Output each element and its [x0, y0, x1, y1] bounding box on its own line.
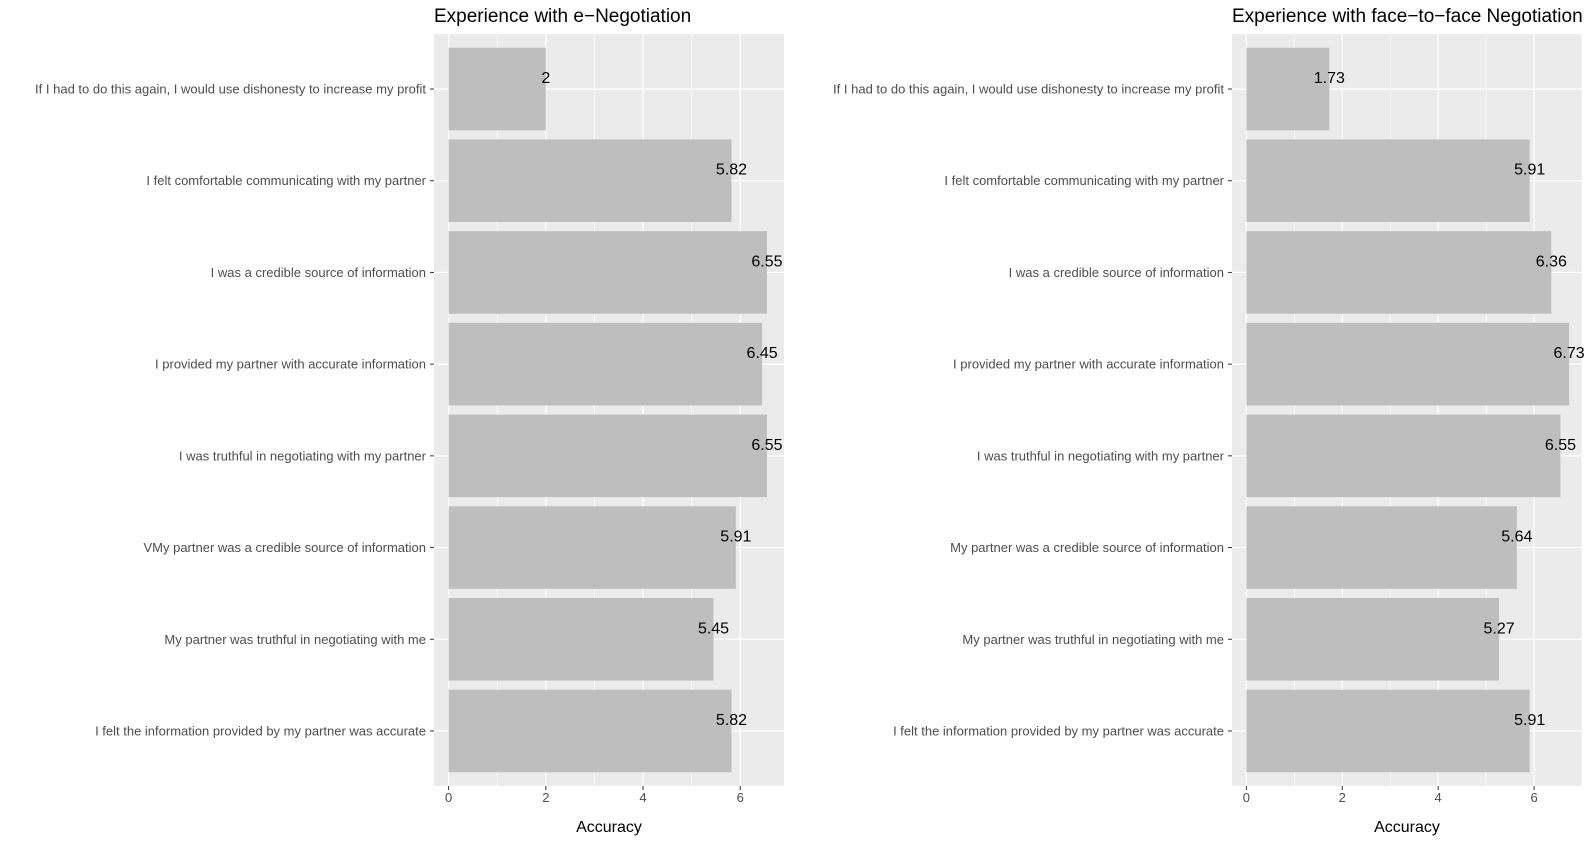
category-label: I felt comfortable communicating with my… [146, 173, 426, 188]
category-label: I was truthful in negotiating with my pa… [977, 448, 1225, 463]
data-label: 6.36 [1536, 253, 1567, 270]
bar [1246, 598, 1500, 681]
category-label: I was truthful in negotiating with my pa… [179, 448, 427, 463]
x-tick-label: 6 [737, 790, 744, 805]
category-label: I was a credible source of information [211, 265, 426, 280]
category-label: I provided my partner with accurate info… [155, 357, 426, 372]
chart-e-negotiation: Experience with e−Negotiation 2 5.82 6.55 6… [35, 6, 784, 836]
data-label: 5.82 [716, 712, 747, 729]
data-label: 6.45 [747, 345, 778, 362]
data-label: 5.91 [1514, 712, 1545, 729]
bar [1246, 322, 1570, 406]
data-label: 1.73 [1314, 70, 1345, 87]
category-label: My partner was truthful in negotiating w… [164, 632, 426, 647]
bar [448, 322, 763, 406]
x-tick-label: 4 [639, 790, 646, 805]
chart-title: Experience with face−to−face Negotiation [1232, 6, 1583, 27]
x-axis-label: Accuracy [576, 819, 642, 836]
bar [448, 598, 714, 681]
category-label: I felt comfortable communicating with my… [944, 173, 1224, 188]
category-label: I was a credible source of information [1009, 265, 1224, 280]
bar [1246, 139, 1530, 222]
category-label: My partner was truthful in negotiating w… [962, 632, 1224, 647]
bar [448, 506, 736, 589]
chart-title: Experience with e−Negotiation [434, 6, 691, 27]
bar [1246, 506, 1517, 589]
bar [1246, 231, 1552, 314]
data-label: 5.45 [698, 620, 729, 637]
x-axis-label: Accuracy [1374, 819, 1440, 836]
x-tick-label: 6 [1530, 790, 1537, 805]
bar [448, 231, 767, 314]
data-label: 6.55 [751, 253, 782, 270]
bar [448, 139, 732, 222]
bars: 1.73 5.91 6.36 6.73 6.55 5.64 5.27 5.91 [1246, 47, 1585, 773]
data-label: 6.73 [1553, 345, 1584, 362]
data-label: 2 [541, 70, 550, 87]
bar [448, 414, 767, 498]
bar [1246, 414, 1561, 498]
x-tick-label: 4 [1435, 790, 1442, 805]
bar [448, 689, 732, 773]
category-label: My partner was a credible source of info… [950, 540, 1224, 555]
category-label: If I had to do this again, I would use d… [35, 82, 426, 97]
x-tick-label: 2 [542, 790, 549, 805]
category-labels: If I had to do this again, I would use d… [35, 82, 434, 738]
data-label: 5.91 [1514, 162, 1545, 179]
data-label: 5.91 [720, 529, 751, 546]
bar [1246, 689, 1530, 773]
bars: 2 5.82 6.55 6.45 6.55 5.91 5.45 5.82 [448, 47, 783, 773]
chart-face-to-face-negotiation: Experience with face−to−face Negotiation… [833, 6, 1585, 836]
x-axis-ticks: 0 2 4 6 [445, 786, 744, 805]
bar [448, 47, 546, 131]
category-label: I felt the information provided by my pa… [893, 723, 1224, 738]
category-label: VMy partner was a credible source of inf… [143, 540, 426, 555]
x-axis-ticks: 0 2 4 6 [1243, 786, 1538, 805]
data-label: 5.64 [1501, 529, 1532, 546]
bar [1246, 47, 1330, 131]
category-labels: If I had to do this again, I would use d… [833, 82, 1232, 738]
data-label: 5.82 [716, 162, 747, 179]
x-tick-label: 0 [445, 790, 452, 805]
x-tick-label: 2 [1339, 790, 1346, 805]
x-tick-label: 0 [1243, 790, 1250, 805]
category-label: I provided my partner with accurate info… [953, 357, 1224, 372]
data-label: 6.55 [751, 437, 782, 454]
category-label: If I had to do this again, I would use d… [833, 82, 1224, 97]
data-label: 6.55 [1545, 437, 1576, 454]
data-label: 5.27 [1483, 620, 1514, 637]
category-label: I felt the information provided by my pa… [95, 723, 426, 738]
